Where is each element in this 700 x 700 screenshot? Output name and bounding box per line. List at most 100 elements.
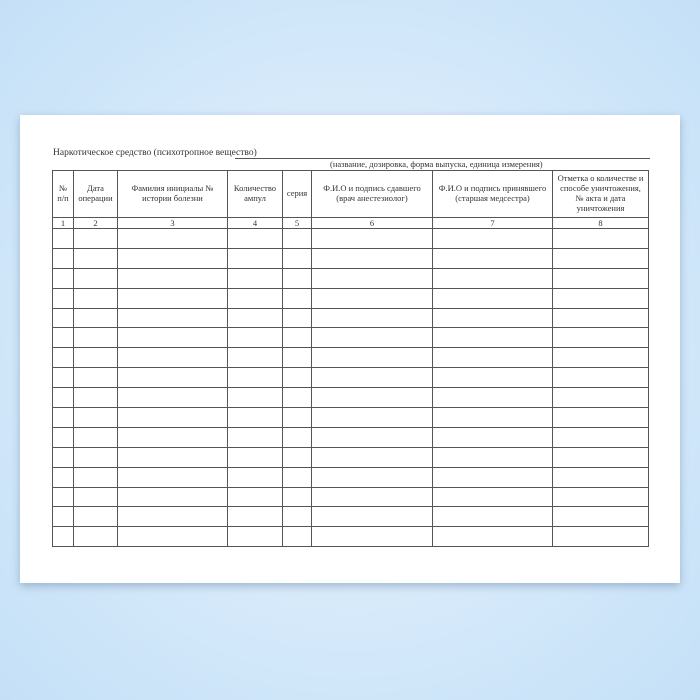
table-cell[interactable] xyxy=(52,347,74,369)
table-cell[interactable] xyxy=(227,387,283,409)
table-cell[interactable] xyxy=(432,267,553,289)
table-cell[interactable] xyxy=(282,267,312,289)
table-cell[interactable] xyxy=(117,347,228,369)
table-cell[interactable] xyxy=(227,407,283,428)
table-cell[interactable] xyxy=(552,287,649,309)
table-cell[interactable] xyxy=(282,307,312,329)
table-cell[interactable] xyxy=(282,506,312,528)
table-cell[interactable] xyxy=(73,307,118,329)
table-cell[interactable] xyxy=(52,466,74,488)
table-cell[interactable] xyxy=(311,367,433,389)
table-cell[interactable] xyxy=(432,287,553,309)
table-cell[interactable] xyxy=(73,486,118,508)
table-cell[interactable] xyxy=(73,287,118,309)
table-cell[interactable] xyxy=(52,247,74,269)
table-cell[interactable] xyxy=(73,526,118,548)
table-cell[interactable] xyxy=(552,526,649,548)
table-cell[interactable] xyxy=(552,367,649,389)
table-cell[interactable] xyxy=(311,228,433,249)
table-cell[interactable] xyxy=(52,446,74,468)
table-cell[interactable] xyxy=(311,407,433,428)
table-cell[interactable] xyxy=(117,247,228,269)
table-cell[interactable] xyxy=(117,446,228,468)
table-cell[interactable] xyxy=(432,526,553,548)
table-cell[interactable] xyxy=(52,287,74,309)
table-cell[interactable] xyxy=(311,486,433,508)
table-cell[interactable] xyxy=(432,367,553,389)
table-cell[interactable] xyxy=(52,307,74,329)
table-cell[interactable] xyxy=(52,407,74,428)
table-cell[interactable] xyxy=(432,228,553,249)
table-cell[interactable] xyxy=(117,486,228,508)
table-cell[interactable] xyxy=(282,347,312,369)
table-cell[interactable] xyxy=(311,387,433,409)
table-cell[interactable] xyxy=(73,347,118,369)
table-cell[interactable] xyxy=(282,247,312,269)
table-cell[interactable] xyxy=(52,387,74,409)
table-cell[interactable] xyxy=(73,228,118,249)
table-cell[interactable] xyxy=(282,446,312,468)
table-cell[interactable] xyxy=(552,347,649,369)
table-cell[interactable] xyxy=(282,407,312,428)
table-cell[interactable] xyxy=(552,426,649,448)
table-cell[interactable] xyxy=(552,486,649,508)
table-cell[interactable] xyxy=(311,347,433,369)
table-cell[interactable] xyxy=(552,327,649,349)
table-cell[interactable] xyxy=(227,426,283,448)
table-cell[interactable] xyxy=(73,506,118,528)
table-cell[interactable] xyxy=(282,327,312,349)
table-cell[interactable] xyxy=(52,426,74,448)
table-cell[interactable] xyxy=(227,446,283,468)
table-cell[interactable] xyxy=(117,267,228,289)
table-cell[interactable] xyxy=(432,247,553,269)
table-cell[interactable] xyxy=(52,506,74,528)
table-cell[interactable] xyxy=(227,247,283,269)
table-cell[interactable] xyxy=(282,426,312,448)
table-cell[interactable] xyxy=(432,307,553,329)
table-cell[interactable] xyxy=(227,287,283,309)
table-cell[interactable] xyxy=(227,466,283,488)
table-cell[interactable] xyxy=(73,327,118,349)
table-cell[interactable] xyxy=(73,466,118,488)
table-cell[interactable] xyxy=(432,347,553,369)
table-cell[interactable] xyxy=(552,307,649,329)
table-cell[interactable] xyxy=(52,327,74,349)
table-cell[interactable] xyxy=(227,307,283,329)
table-cell[interactable] xyxy=(73,426,118,448)
table-cell[interactable] xyxy=(311,446,433,468)
table-cell[interactable] xyxy=(311,307,433,329)
table-cell[interactable] xyxy=(73,407,118,428)
table-cell[interactable] xyxy=(117,407,228,428)
table-cell[interactable] xyxy=(432,327,553,349)
table-cell[interactable] xyxy=(117,367,228,389)
table-cell[interactable] xyxy=(282,367,312,389)
table-cell[interactable] xyxy=(227,486,283,508)
table-cell[interactable] xyxy=(552,446,649,468)
table-cell[interactable] xyxy=(311,526,433,548)
table-cell[interactable] xyxy=(432,387,553,409)
table-cell[interactable] xyxy=(73,247,118,269)
table-cell[interactable] xyxy=(552,407,649,428)
table-cell[interactable] xyxy=(311,247,433,269)
table-cell[interactable] xyxy=(311,267,433,289)
table-cell[interactable] xyxy=(117,307,228,329)
table-cell[interactable] xyxy=(52,267,74,289)
table-cell[interactable] xyxy=(117,287,228,309)
table-cell[interactable] xyxy=(117,466,228,488)
table-cell[interactable] xyxy=(73,446,118,468)
table-cell[interactable] xyxy=(552,247,649,269)
table-cell[interactable] xyxy=(117,426,228,448)
table-cell[interactable] xyxy=(117,327,228,349)
table-cell[interactable] xyxy=(117,387,228,409)
table-cell[interactable] xyxy=(73,267,118,289)
table-cell[interactable] xyxy=(117,228,228,249)
table-cell[interactable] xyxy=(52,367,74,389)
table-cell[interactable] xyxy=(73,367,118,389)
table-cell[interactable] xyxy=(227,228,283,249)
table-cell[interactable] xyxy=(552,387,649,409)
table-cell[interactable] xyxy=(227,267,283,289)
table-cell[interactable] xyxy=(282,228,312,249)
table-cell[interactable] xyxy=(552,267,649,289)
table-cell[interactable] xyxy=(52,526,74,548)
table-cell[interactable] xyxy=(432,466,553,488)
